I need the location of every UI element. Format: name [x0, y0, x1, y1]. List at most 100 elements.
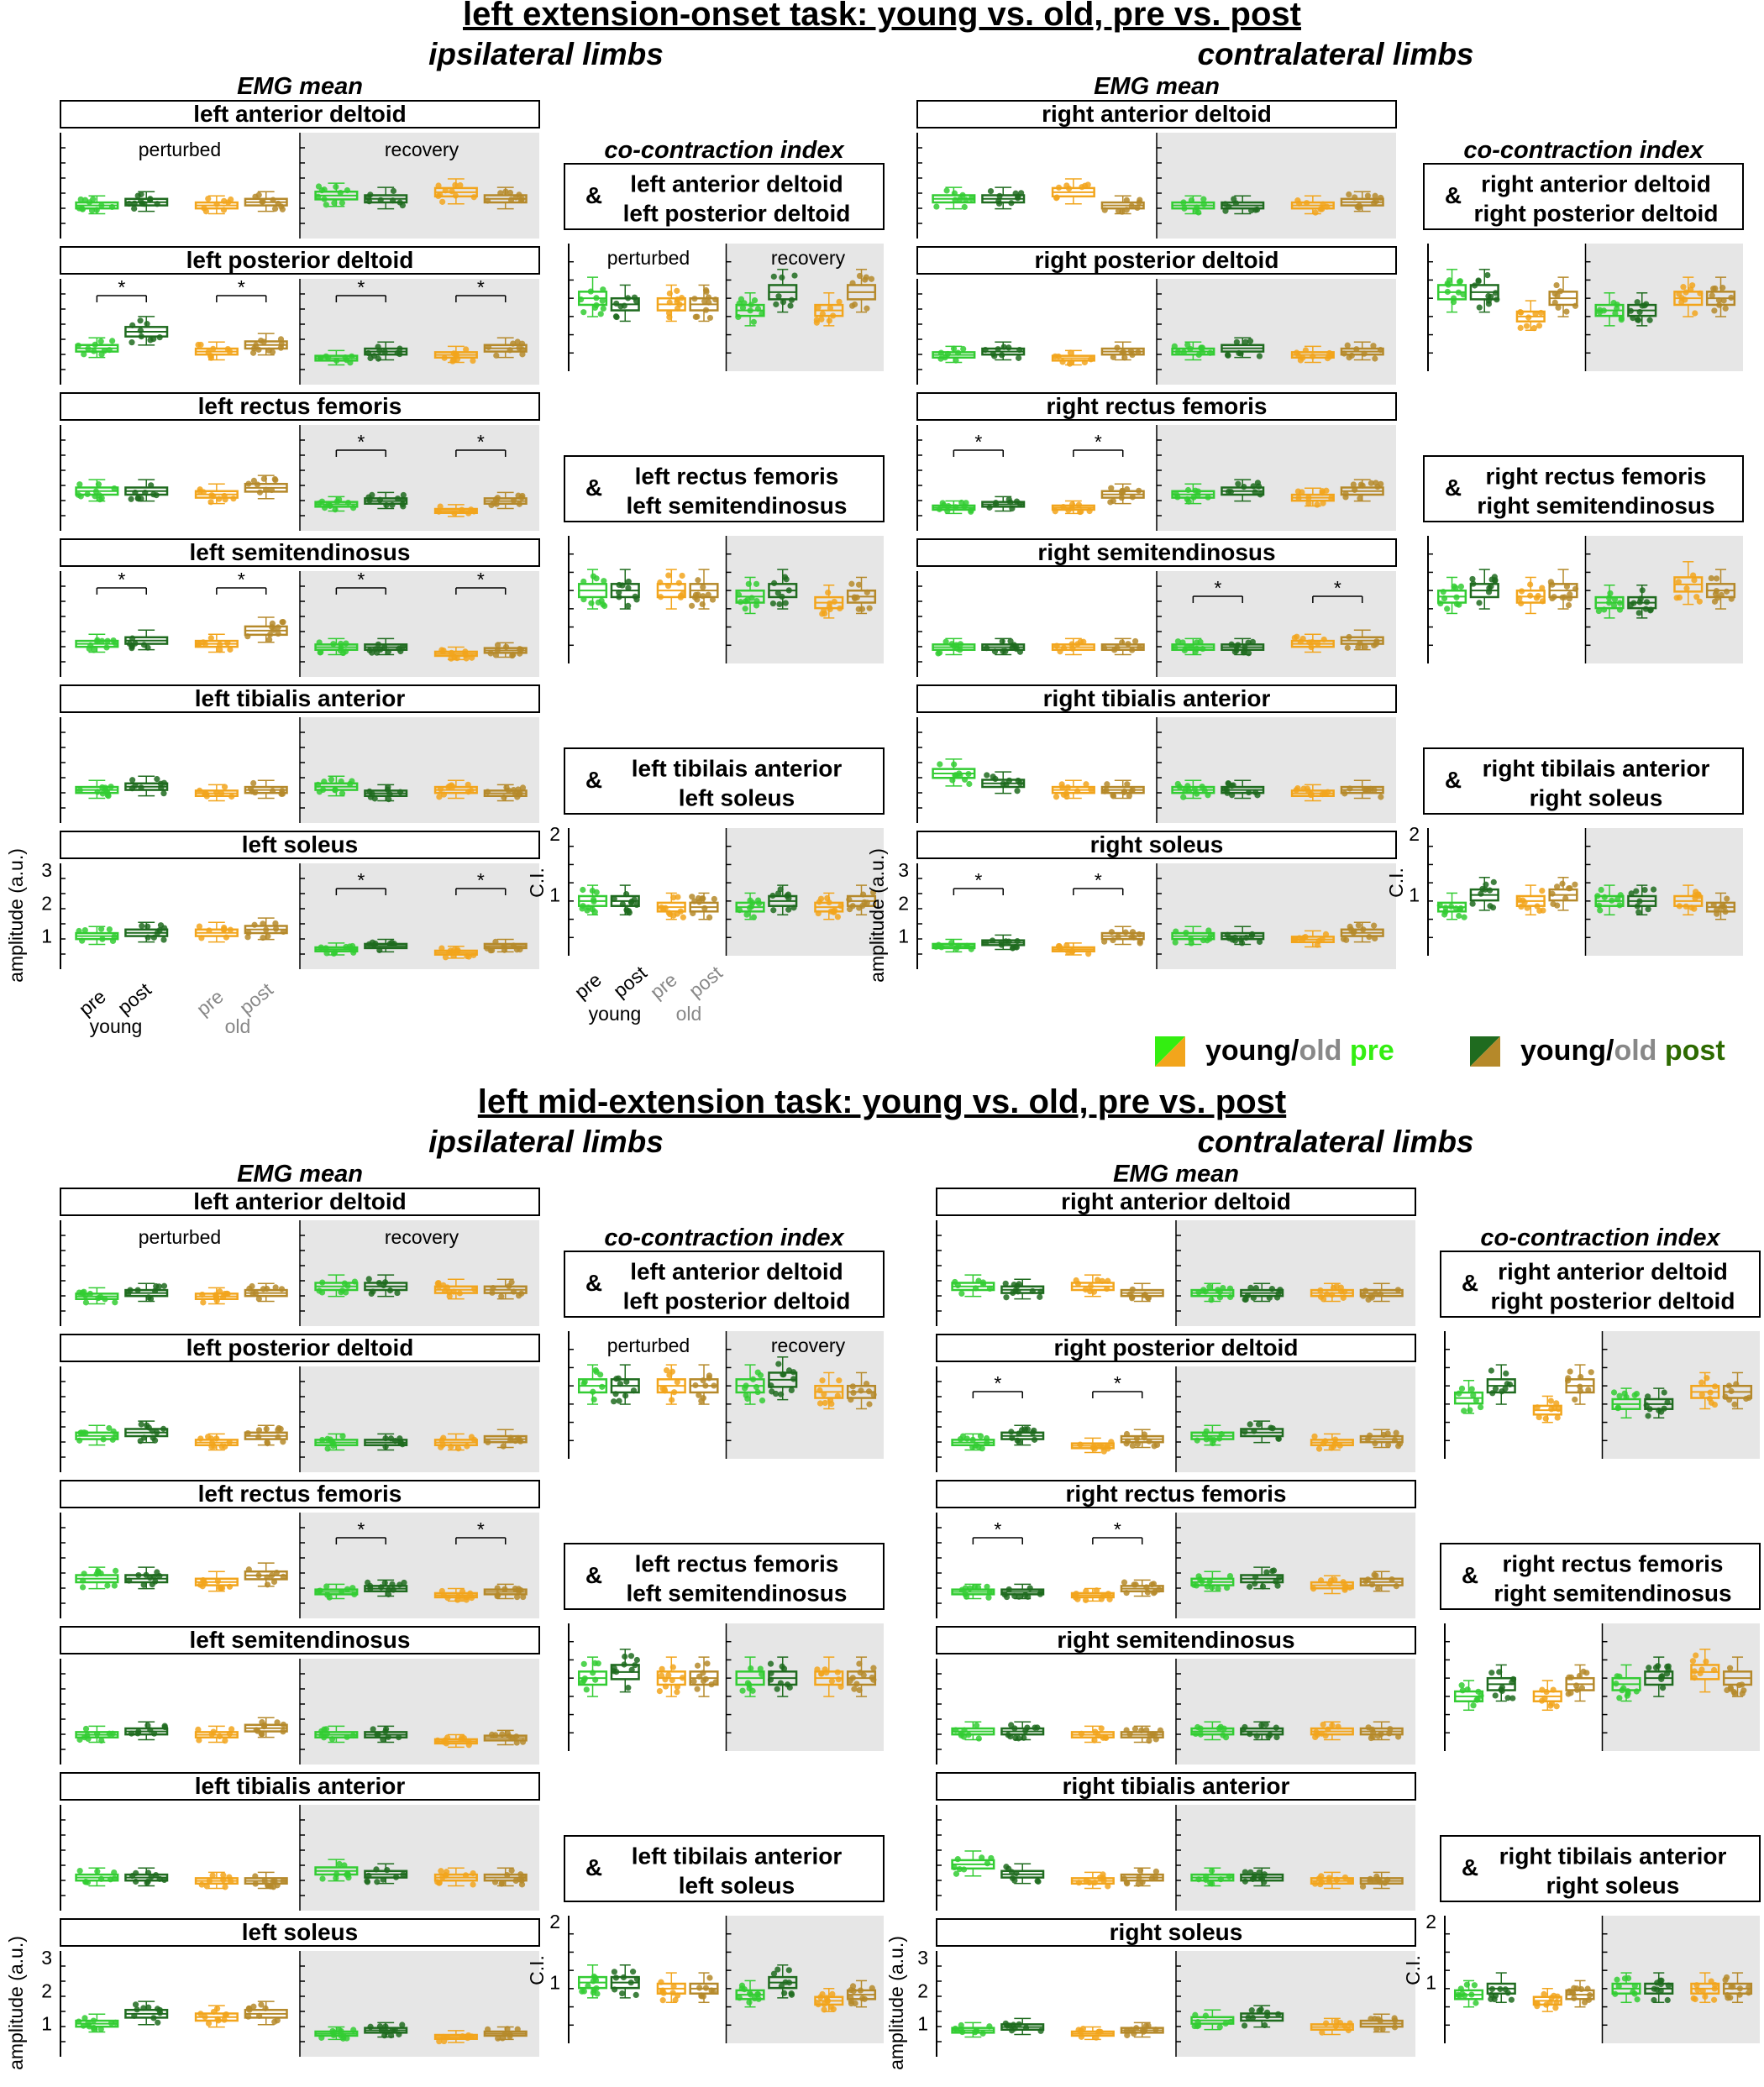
contra-emg-panel-1-point — [1129, 1442, 1136, 1450]
ipsi-cci-panel-2-point — [633, 1991, 639, 1998]
contra-emg-panel-0-point — [1055, 184, 1063, 191]
contra-cci-panel-0-point — [1596, 309, 1604, 316]
contra-cci-panel-0-point — [1720, 297, 1727, 304]
contra-emg-panel-3-point — [965, 1732, 972, 1738]
ipsi-cci-panel-1-point — [774, 1686, 780, 1692]
ipsi-cci-panel-0-point — [593, 295, 600, 302]
ipsi-cci-panel-0-point — [864, 305, 870, 312]
contra-emg-panel-2-point — [1052, 508, 1058, 515]
contra-emg-panel-2-point — [1252, 489, 1258, 496]
ipsi-emg-panel-3-point — [510, 651, 517, 658]
ipsi-header: ipsilateral limbs — [428, 37, 664, 71]
contra-cci-panel-1-point — [1452, 585, 1459, 591]
ipsi-emg-panel-0-recovery-bg — [300, 1220, 539, 1326]
ipsi-cci-panel-1-point — [595, 1660, 601, 1667]
sig-young-star: * — [357, 1518, 365, 1540]
contra-cci-panel-2-point — [1550, 900, 1557, 908]
contra-emg-panel-3 — [936, 1659, 1415, 1765]
ipsi-emg-panel-3-point — [226, 1730, 233, 1737]
contra-cci-panel-0-point — [1725, 1397, 1733, 1403]
contra-emg-panel-4-point — [956, 770, 963, 777]
contra-cci-panel-0-point — [1746, 1394, 1752, 1401]
ipsi-cci-panel-1-point — [699, 600, 706, 608]
contra-emg-panel-5-point — [1004, 2022, 1011, 2029]
contra-cci-panel-0 — [1444, 1331, 1760, 1459]
ipsi-emg-panel-4-point — [261, 1877, 268, 1884]
contra-emg-panel-4-point — [1341, 790, 1348, 797]
ipsi-cci-panel-1-point — [827, 606, 833, 613]
ipsi-cci-panel-2-point — [815, 2000, 822, 2008]
contra-cci-panel-0-point — [1646, 317, 1653, 323]
contra-cci-panel-2-point — [1536, 907, 1543, 914]
ipsi-emg-panel-2-point — [84, 490, 91, 498]
contra-emg-panel-2-point — [1121, 1579, 1128, 1586]
ipsi-emg-panel-0-point — [390, 197, 396, 204]
contra-emg-panel-2-point — [1252, 1574, 1259, 1581]
contra-cci-panel-1-point — [1708, 574, 1714, 582]
ipsi-cci-panel-1-point — [848, 580, 855, 587]
contra-emg-panel-2-point — [1328, 495, 1335, 501]
contra-cci-panel-1-point — [1453, 594, 1460, 600]
contra-cci-panel-0-point — [1473, 1397, 1479, 1404]
ipsi-emg-panel-0-point — [368, 1290, 375, 1298]
ipsi-cci-panel-0-point — [744, 1395, 751, 1403]
ipsi-emg-panel-3-point — [128, 1730, 135, 1737]
ipsi-emg-panel-3-point — [129, 645, 135, 652]
contra-emg-panel-1-point — [1207, 349, 1214, 356]
ipsi-cci-panel-2-point — [659, 1997, 666, 2004]
ipsi-emg-panel-3-point — [375, 641, 381, 648]
contra-cci-panel-2-point — [1634, 903, 1641, 910]
ipsi-cci-panel-0-point — [759, 310, 765, 317]
contra-cci-panel-1-point — [1691, 577, 1698, 584]
ipsi-cci-panel-1-point — [853, 1681, 860, 1687]
contra-emg-panel-4-point — [1104, 781, 1110, 788]
ipsi-emg-panel-4-point — [436, 794, 443, 800]
ipsi-emg-panel-4-point — [374, 1879, 381, 1885]
contra-emg-panel-4-point — [1123, 1879, 1130, 1886]
contra-cci-panel-0-point — [1518, 309, 1525, 316]
ipsi-emg-panel-3-point — [517, 646, 523, 653]
contra-emg-panel-2 — [916, 425, 1396, 531]
ipsi-emg-panel-5-point — [350, 946, 357, 953]
ipsi-emg-panel-5-point — [444, 2034, 451, 2041]
contra-emg-panel-0-point — [1129, 1295, 1136, 1302]
ipsi-pair-label-2-ampersand: & — [585, 1854, 602, 1880]
contra-cci-panel-0-recovery-bg — [1585, 244, 1743, 371]
ipsi-emg-panel-5-point — [450, 952, 457, 959]
contra-cci-panel-2-point — [1441, 911, 1448, 918]
ipsi-emg-panel-3-point — [195, 1726, 202, 1733]
ipsi-muscle-label-5-box — [60, 831, 540, 859]
ipsi-emg-panel-4-point — [491, 1879, 499, 1885]
ipsi-cci-panel-2-point — [620, 1974, 627, 1981]
ipsi-emg-panel-5-point — [464, 952, 470, 960]
sig-young-star: * — [1214, 577, 1221, 599]
ipsi-emg-panel-3-point — [144, 644, 151, 651]
ipsi-emg-panel-3-point — [513, 1733, 520, 1740]
ipsi-emg-panel-0-point — [222, 1290, 228, 1298]
sig-old-star: * — [1114, 1518, 1121, 1540]
ipsi-cci-panel-0-point — [624, 295, 632, 302]
contra-emg-panel-4-point — [1096, 1875, 1104, 1881]
contra-emg-panel-1-point — [1031, 1436, 1038, 1443]
ipsi-emg-panel-1-point — [211, 1443, 218, 1450]
ipsi-emg-panel-2-point — [494, 1585, 501, 1591]
contra-emg-panel-3-point — [1060, 644, 1068, 652]
ipsi-emg-panel-3-point — [94, 637, 101, 643]
contra-cci-panel-0-point — [1517, 324, 1524, 332]
ipsi-cci-panel-2-point — [711, 895, 717, 903]
ylabel-emg: amplitude (a.u.) — [885, 1936, 907, 2070]
contra-emg-panel-0-point — [1002, 1280, 1009, 1287]
ipsi-cci-panel-2-point — [680, 914, 686, 920]
ipsi-emg-panel-4-point — [197, 787, 203, 794]
contra-emg-panel-4-point — [1205, 792, 1211, 799]
contra-emg-panel-0-point — [1360, 1293, 1367, 1299]
ipsi-emg-panel-1-point — [471, 1436, 478, 1443]
ipsi-emg-panel-3-point — [85, 1735, 92, 1743]
ipsi-cci-panel-0-point — [698, 1397, 705, 1404]
sig-young-star: * — [974, 431, 982, 453]
ipsi-emg-panel-4-point — [252, 1873, 259, 1880]
contra-cci-panel-0-point — [1484, 271, 1491, 279]
ipsi-cci-panel-2-point — [691, 898, 698, 905]
contra-cci-panel-0-point — [1636, 308, 1643, 316]
contra-emg-panel-5-point — [1337, 2019, 1344, 2027]
